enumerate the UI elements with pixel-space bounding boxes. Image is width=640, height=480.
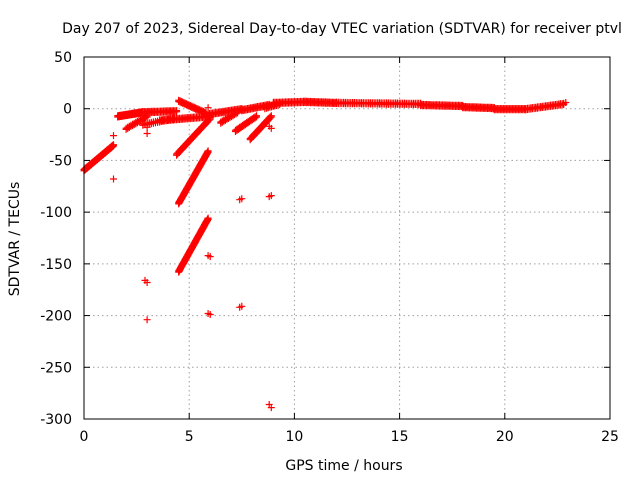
data-point xyxy=(204,104,212,112)
data-point xyxy=(173,107,181,115)
y-tick-label: 50 xyxy=(54,50,72,66)
data-point xyxy=(238,195,246,203)
data-point xyxy=(206,253,214,261)
x-tick-label: 5 xyxy=(185,429,194,445)
data-point xyxy=(143,130,151,137)
data-point xyxy=(110,132,117,140)
data-point xyxy=(110,141,117,149)
x-tick-label: 25 xyxy=(601,429,619,445)
chart-title: Day 207 of 2023, Sidereal Day-to-day VTE… xyxy=(62,21,622,37)
data-point xyxy=(269,102,277,110)
data-point xyxy=(110,175,117,183)
y-tick-label: -150 xyxy=(40,257,72,273)
x-axis-tick-labels: 0 5 10 15 20 25 xyxy=(80,429,619,445)
plot-frame xyxy=(83,56,611,420)
data-point xyxy=(238,302,246,310)
data-point xyxy=(143,279,151,286)
x-axis-label: GPS time / hours xyxy=(285,458,402,474)
grid-lines xyxy=(84,57,610,419)
data-point xyxy=(204,214,212,222)
data-point xyxy=(253,112,260,120)
axis-ticks xyxy=(83,56,611,420)
y-tick-label: -50 xyxy=(49,153,72,169)
data-point xyxy=(234,108,242,116)
x-tick-label: 10 xyxy=(285,429,303,445)
x-tick-label: 15 xyxy=(391,429,409,445)
y-axis-tick-labels: 50 0 -50 -100 -150 -200 -250 -300 xyxy=(40,50,72,428)
x-tick-label: 0 xyxy=(80,429,89,445)
y-tick-label: -300 xyxy=(40,412,72,428)
y-axis-label: SDTVAR / TECUs xyxy=(7,182,23,297)
y-tick-label: -200 xyxy=(40,309,72,325)
data-point xyxy=(267,192,275,200)
data-point xyxy=(267,124,275,132)
data-point xyxy=(143,316,151,324)
data-point xyxy=(204,147,212,155)
data-point xyxy=(206,311,214,318)
data-markers xyxy=(80,96,570,412)
y-tick-label: 0 xyxy=(63,102,72,118)
y-tick-label: -250 xyxy=(40,360,72,376)
x-tick-label: 20 xyxy=(496,429,514,445)
data-point xyxy=(143,123,151,131)
y-tick-label: -100 xyxy=(40,205,72,221)
data-point xyxy=(267,404,275,412)
data-point xyxy=(267,112,275,120)
data-point xyxy=(562,99,570,106)
